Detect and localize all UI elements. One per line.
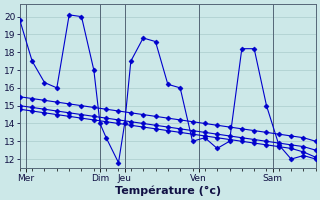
X-axis label: Température (°c): Température (°c) [115, 185, 221, 196]
